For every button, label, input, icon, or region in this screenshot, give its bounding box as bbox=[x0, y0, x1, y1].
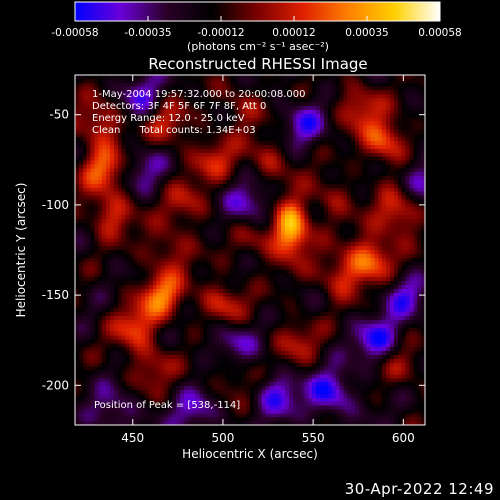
y-tick-label: -50 bbox=[49, 108, 69, 122]
annotation-time-range: 1-May-2004 19:57:32.000 to 20:00:08.000 bbox=[92, 89, 305, 100]
y-tick-label: -150 bbox=[42, 288, 69, 302]
colorbar-tick-label: 0.00058 bbox=[418, 27, 461, 39]
colorbar-unit-label: (photons cm⁻² s⁻¹ asec⁻²) bbox=[187, 40, 329, 53]
colorbar-tick-label: 0.00012 bbox=[272, 27, 315, 39]
chart-title: Reconstructed RHESSI Image bbox=[148, 55, 367, 73]
x-tick-label: 500 bbox=[211, 431, 234, 445]
colorbar: -0.00058 -0.00035 -0.00012 0.00012 0.00035 0.… bbox=[51, 1, 462, 53]
plot-area: 450 500 550 600 -50 -100 -150 -200 1-May-2004 … bbox=[42, 74, 426, 445]
annotation-clean-counts: Clean Total counts: 1.34E+03 bbox=[92, 125, 256, 136]
colorbar-tick-label: -0.00058 bbox=[51, 27, 98, 39]
y-axis-ticks: -50 -100 -150 -200 bbox=[42, 108, 425, 392]
x-tick-label: 550 bbox=[302, 431, 325, 445]
annotation-energy-range: Energy Range: 12.0 - 25.0 keV bbox=[92, 113, 245, 124]
colorbar-gradient bbox=[74, 1, 441, 22]
y-tick-label: -100 bbox=[42, 198, 69, 212]
colorbar-ticks: -0.00058 -0.00035 -0.00012 0.00012 0.00035 0.… bbox=[51, 16, 462, 39]
x-axis-label: Heliocentric X (arcsec) bbox=[182, 447, 318, 461]
x-axis-ticks: 450 500 550 600 bbox=[121, 75, 415, 445]
x-tick-label: 450 bbox=[121, 431, 144, 445]
y-axis-label: Heliocentric Y (arcsec) bbox=[14, 183, 28, 318]
x-tick-label: 600 bbox=[392, 431, 415, 445]
plot-frame bbox=[74, 74, 426, 426]
timestamp-footer: 30-Apr-2022 12:49 bbox=[344, 480, 494, 498]
annotation-detectors: Detectors: 3F 4F 5F 6F 7F 8F, Att 0 bbox=[92, 101, 266, 112]
colorbar-tick-label: 0.00035 bbox=[345, 27, 388, 39]
heatmap-image bbox=[75, 75, 425, 425]
peak-position-label: Position of Peak = [538,-114] bbox=[94, 400, 240, 411]
colorbar-tick-label: -0.00035 bbox=[124, 27, 171, 39]
colorbar-tick-label: -0.00012 bbox=[197, 27, 244, 39]
y-tick-label: -200 bbox=[42, 378, 69, 392]
